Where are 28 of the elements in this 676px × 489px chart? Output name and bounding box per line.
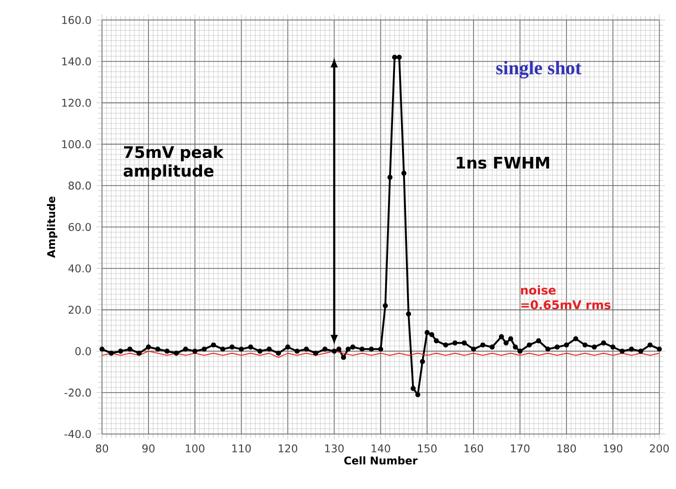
x-tick-label: 160 xyxy=(464,444,484,452)
x-tick-label: 190 xyxy=(604,444,622,452)
y-tick-label: 80.0 xyxy=(68,182,91,190)
y-tick-label: 20.0 xyxy=(68,306,91,314)
y-tick-label: 100.0 xyxy=(62,140,91,148)
x-tick-label: 180 xyxy=(557,444,576,452)
x-tick-label: 100 xyxy=(186,444,204,452)
y-tick-label: -40.0 xyxy=(64,430,91,438)
x-tick-label: 120 xyxy=(278,444,298,452)
y-tick-label: 160.0 xyxy=(62,16,91,24)
y-tick-label: 40.0 xyxy=(68,264,91,272)
x-tick-label: 90 xyxy=(142,444,155,452)
y-tick-label: 60.0 xyxy=(68,222,91,232)
x-tick-label: 140 xyxy=(372,444,390,452)
x-tick-label: 170 xyxy=(510,444,530,452)
y-axis-title: Amplitude xyxy=(46,196,58,258)
x-tick-label: 80 xyxy=(96,444,108,452)
x-axis-title: Cell Number xyxy=(344,456,418,465)
x-tick-label: 110 xyxy=(232,444,251,452)
y-tick-label: 0.0 xyxy=(75,347,91,356)
annotation: 1ns FWHM xyxy=(456,156,550,169)
x-tick-label: 150 xyxy=(418,444,437,452)
y-tick-label: -20.0 xyxy=(64,388,91,397)
y-tick-label: 120.0 xyxy=(62,98,91,107)
y-tick-label: 140.0 xyxy=(62,57,91,66)
annotation: 75mV peak amplitude xyxy=(124,146,224,180)
x-tick-label: 130 xyxy=(325,444,344,452)
x-tick-label: 200 xyxy=(650,444,669,452)
